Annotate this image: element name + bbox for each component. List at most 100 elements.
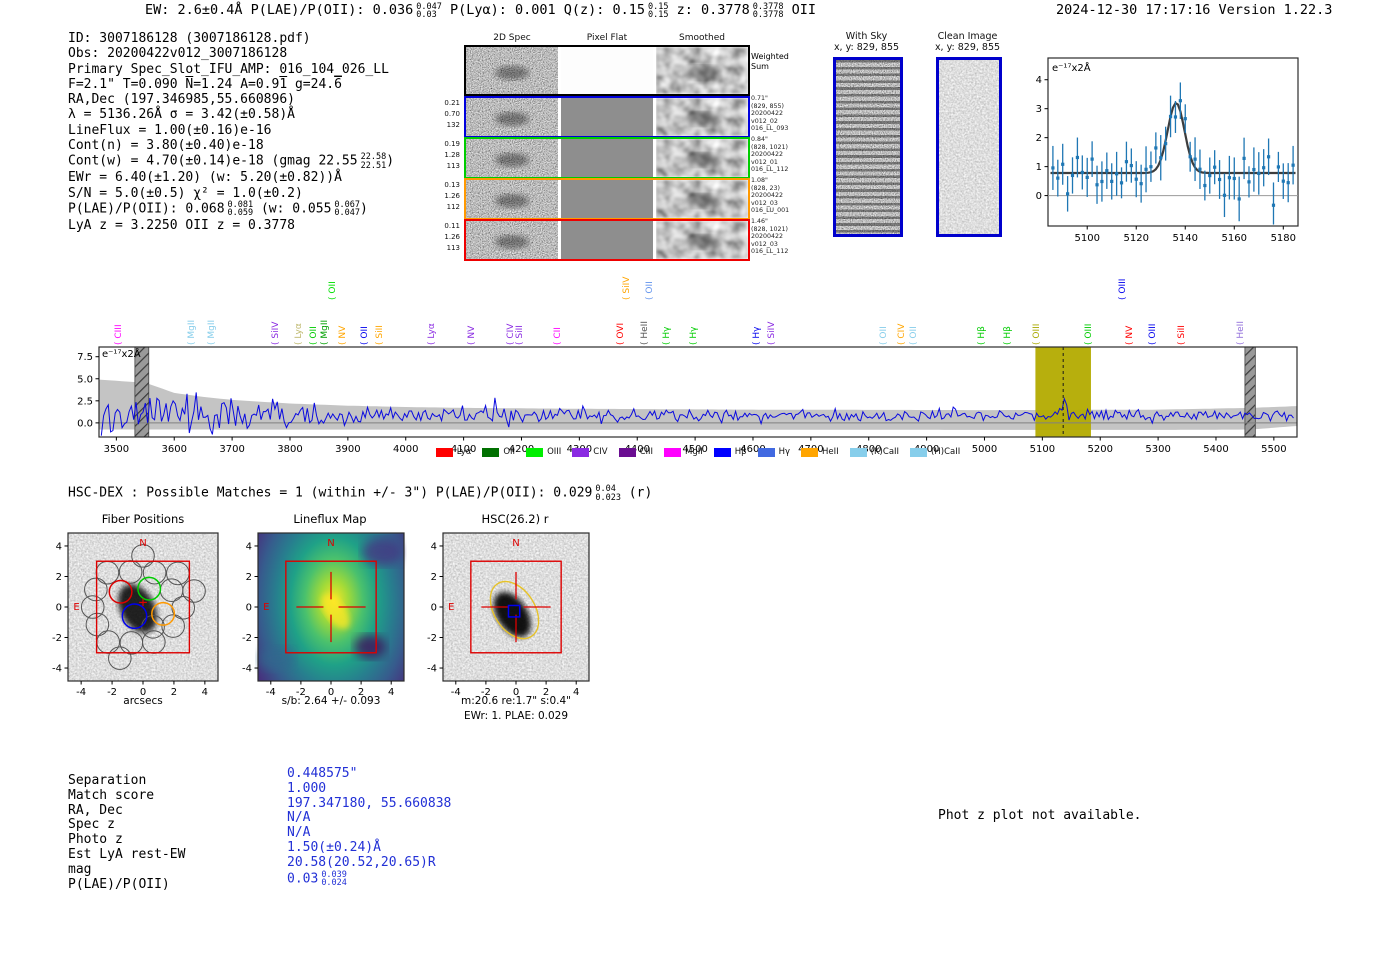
svg-text:0: 0	[140, 687, 146, 698]
svg-text:-4: -4	[451, 687, 461, 698]
sup-sub-stack: 0.04 0.023	[595, 484, 621, 503]
svg-text:1: 1	[1036, 162, 1042, 173]
svg-text:E: E	[448, 602, 454, 613]
svg-text:5100: 5100	[1074, 233, 1099, 244]
svg-text:N: N	[139, 538, 146, 549]
match-row-label: Spec z	[68, 817, 115, 833]
cleanimage-strip	[936, 57, 1002, 237]
svg-text:4800: 4800	[856, 444, 881, 455]
legend-swatch	[713, 447, 731, 457]
svg-text:4200: 4200	[509, 444, 534, 455]
svg-text:2: 2	[171, 687, 177, 698]
fiber-row-id: 0.84" (828, 1021) 20200422 v012_01 016_LL_11…	[751, 136, 789, 174]
svg-text:4: 4	[56, 541, 62, 552]
svg-text:3900: 3900	[335, 444, 360, 455]
info-line: Cont(w) = 4.70(±0.14)e-18 (gmag 22.55 22.…	[68, 152, 395, 171]
sup-sub-stack: 22.58 22.51	[360, 152, 387, 171]
svg-text:0: 0	[431, 603, 437, 614]
fiber-row-weights: 0.13 1.26 112	[444, 181, 460, 211]
svg-text:0.0: 0.0	[77, 418, 93, 429]
svg-text:-4: -4	[52, 664, 62, 675]
svg-text:5400: 5400	[1203, 444, 1228, 455]
fiber-positions-xlabel: arcsecs	[123, 695, 163, 707]
spectrum-legend: Lyα OII OIII CIV CIII MgII Hβ Hγ HeII (K)CaII (H)C…	[99, 447, 1297, 457]
svg-text:3: 3	[1036, 104, 1042, 115]
cleanimage-title-line2: x, y: 829, 855	[934, 42, 1001, 53]
sup-sub-stack: 0.047 0.03	[416, 1, 442, 20]
line-fit-spectrum-chart: 5100 5120 5140 5160 5180 0 1 2 3 4 e⁻¹⁷x2Å	[1036, 57, 1299, 244]
svg-text:3500: 3500	[104, 444, 129, 455]
legend-swatch	[482, 447, 500, 457]
2dspec-row	[464, 219, 750, 261]
svg-text:4100: 4100	[451, 444, 476, 455]
fiber-row-weights: 0.19 1.28 113	[444, 140, 460, 170]
legend-item-(H)CaII: (H)CaII	[910, 447, 960, 457]
svg-text:4: 4	[388, 687, 394, 698]
svg-text:-4: -4	[266, 687, 276, 698]
info-line: P(LAE)/P(OII): 0.068 0.081 0.059 (w: 0.055…	[68, 199, 368, 219]
legend-swatch	[572, 447, 590, 457]
match-row-value: 1.50(±0.24)Å	[287, 839, 381, 855]
header-summary: EW: 2.6±0.4Å P(LAE)/P(OII): 0.036 0.047 0.…	[145, 1, 817, 20]
svg-text:5200: 5200	[1088, 444, 1113, 455]
withsky-title-line1: With Sky	[845, 31, 888, 42]
svg-text:-4: -4	[242, 664, 252, 675]
svg-text:7.5: 7.5	[77, 352, 93, 363]
svg-text:-4: -4	[76, 687, 86, 698]
info-line: F=2.1" T=0.090 N=1.24 A=0.91 g=24.6	[68, 76, 342, 92]
svg-text:-2: -2	[427, 633, 437, 644]
smoothed-col-header: Smoothed	[679, 33, 725, 43]
svg-text:e⁻¹⁷x2Å: e⁻¹⁷x2Å	[1052, 61, 1091, 74]
emission-line-label-OII: ( OII	[327, 281, 338, 300]
svg-text:4000: 4000	[393, 444, 418, 455]
legend-item-OIII: OIII	[526, 447, 561, 457]
legend-item-Lyα: Lyα	[435, 447, 471, 457]
header-timestamp-version: 2024-12-30 17:17:16 Version 1.22.3	[1056, 2, 1333, 18]
svg-text:2: 2	[56, 572, 62, 583]
fiber-row-id: 1.46" (828, 1021) 20200422 v012_03 016_LL_11…	[751, 218, 789, 256]
cleanimage-title-line1: Clean Image	[937, 31, 998, 42]
lineflux-map-title: Lineflux Map	[293, 512, 367, 526]
hsc-r-panel: -4 -4 -2 -2 0 0 2 2 4 4 N E	[427, 532, 590, 698]
photz-note: Phot z plot not available.	[938, 808, 1142, 823]
legend-item-HeII: HeII	[801, 447, 839, 457]
match-row-label: mag	[68, 861, 92, 877]
legend-swatch	[849, 447, 867, 457]
info-line: ID: 3007186128 (3007186128.pdf)	[68, 31, 311, 46]
svg-text:e⁻¹⁷x2Å: e⁻¹⁷x2Å	[102, 347, 141, 360]
svg-text:-2: -2	[242, 633, 252, 644]
svg-text:5500: 5500	[1261, 444, 1286, 455]
pixelflat-col-header: Pixel Flat	[586, 33, 628, 43]
svg-text:-2: -2	[52, 633, 62, 644]
legend-swatch	[435, 447, 453, 457]
svg-text:4: 4	[246, 541, 252, 552]
svg-text:0: 0	[56, 603, 62, 614]
2dspec-row	[464, 45, 750, 96]
info-line: S/N = 5.0(±0.5) χ² = 1.0(±0.2)	[68, 185, 303, 201]
svg-text:-4: -4	[427, 664, 437, 675]
withsky-banding-overlay	[836, 60, 900, 234]
legend-swatch	[757, 447, 775, 457]
legend-swatch	[801, 447, 819, 457]
2dspec-row	[464, 96, 750, 138]
legend-item-Hγ: Hγ	[757, 447, 790, 457]
info-line: Cont(n) = 3.80(±0.40)e-18	[68, 138, 264, 154]
legend-item-CIII: CIII	[618, 447, 653, 457]
2dspec-row	[464, 178, 750, 220]
svg-text:5300: 5300	[1145, 444, 1170, 455]
sup-sub-stack: 0.3778 0.3778	[752, 1, 784, 20]
svg-text:2: 2	[431, 572, 437, 583]
match-row-value: 1.000	[287, 780, 327, 796]
svg-text:5.0: 5.0	[77, 374, 93, 385]
svg-text:3700: 3700	[219, 444, 244, 455]
svg-text:4500: 4500	[682, 444, 707, 455]
match-row-label: Separation	[68, 773, 147, 788]
fiber-row-id: 1.08" (828, 23) 20200422 v012_03 016_LU_001	[751, 177, 790, 215]
svg-text:5120: 5120	[1124, 233, 1149, 244]
lineflux-map-panel: -4 -4 -2 -2 0 0 2 2 4 4 N E	[242, 532, 405, 698]
legend-item-Hβ: Hβ	[713, 447, 747, 457]
fiber-row-weights: 0.11 1.26 113	[444, 222, 460, 252]
info-line: EWr = 6.40(±1.20) (w: 5.20(±0.82))Å	[68, 170, 342, 186]
emission-line-label-OIII: ( OIII	[1118, 278, 1129, 300]
